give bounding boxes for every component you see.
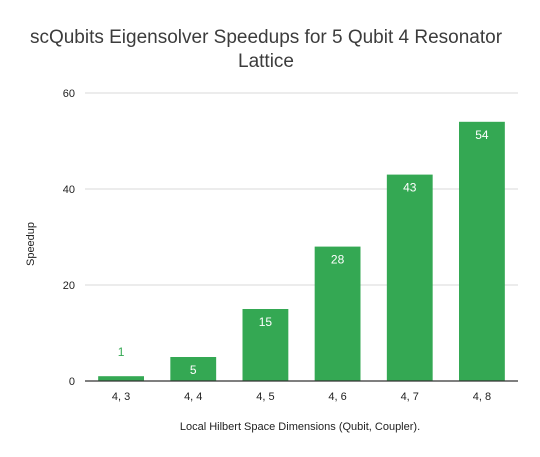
bars — [98, 121, 505, 382]
data-label: 43 — [403, 181, 417, 195]
x-tick-label: 4, 3 — [112, 391, 130, 403]
y-axis-ticks: 0 20 40 60 — [63, 88, 75, 388]
data-label: 1 — [118, 345, 125, 359]
bar — [386, 174, 433, 381]
x-axis-ticks: 4, 3 4, 4 4, 5 4, 6 4, 7 4, 8 — [112, 391, 491, 403]
bar — [98, 376, 144, 381]
y-tick-label: 0 — [69, 376, 75, 388]
y-tick-label: 40 — [63, 184, 75, 196]
y-tick-label: 20 — [63, 280, 75, 292]
x-tick-label: 4, 4 — [184, 391, 202, 403]
x-tick-label: 4, 8 — [473, 391, 491, 403]
x-tick-label: 4, 7 — [401, 391, 419, 403]
data-label: 54 — [475, 128, 489, 142]
y-axis-label: Speedup — [25, 222, 37, 266]
x-tick-label: 4, 5 — [256, 391, 274, 403]
data-label: 5 — [190, 363, 197, 377]
x-axis-label: Local Hilbert Space Dimensions (Qubit, C… — [180, 421, 420, 433]
data-label: 15 — [259, 315, 273, 329]
bar — [242, 309, 289, 381]
bar — [170, 357, 217, 381]
chart-title-line-1: scQubits Eigensolver Speedups for 5 Qubi… — [30, 27, 503, 48]
chart-title-line-2: Lattice — [238, 51, 294, 72]
data-label: 28 — [331, 253, 345, 267]
gridlines — [85, 92, 518, 286]
bar — [314, 246, 361, 381]
x-tick-label: 4, 6 — [328, 391, 346, 403]
y-tick-label: 60 — [63, 88, 75, 100]
bar — [459, 121, 505, 382]
